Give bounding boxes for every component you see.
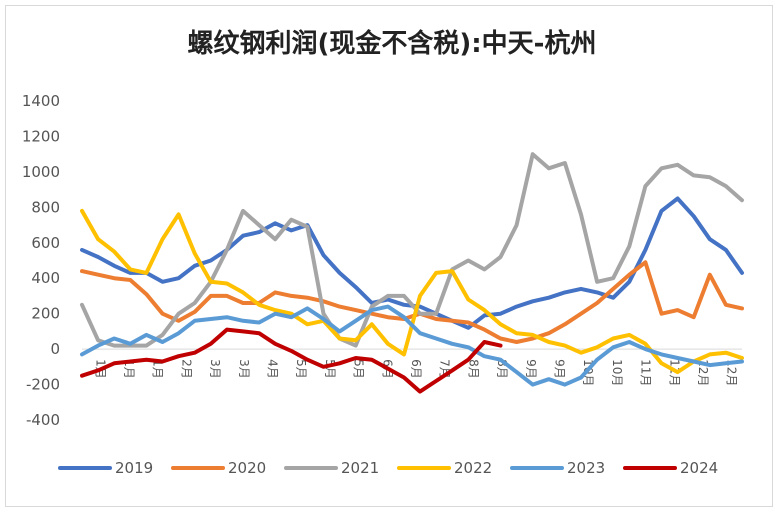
x-tick-label: 11月 <box>667 359 681 386</box>
y-axis: 1400 1200 1000 800 600 400 200 0 -200 -400 <box>22 92 60 429</box>
y-tick-label: 0 <box>50 340 60 358</box>
y-tick-label: 200 <box>31 305 60 323</box>
series-line-2023 <box>80 304 744 387</box>
legend-label-2023: 2023 <box>567 459 605 477</box>
chart-title: 螺纹钢利润(现金不含税):中天-杭州 <box>188 28 597 59</box>
x-axis: 1月 1月 1月 2月 3月 3月 4月 5月 5月 5月 6月 6月 7月 8月 8月 9月 9月 10月 10月… <box>82 348 742 386</box>
x-tick-label: 6月 <box>409 359 423 379</box>
series-line-2024 <box>80 327 503 394</box>
x-tick-label: 12月 <box>725 359 739 386</box>
y-tick-label: -400 <box>26 411 60 429</box>
legend-label-2020: 2020 <box>228 459 266 477</box>
chart-frame <box>5 5 773 507</box>
x-tick-label: 10月 <box>610 359 624 386</box>
y-tick-label: 800 <box>31 198 60 216</box>
legend: 2019 2020 2021 2022 2023 2024 <box>58 459 718 477</box>
x-tick-label: 3月 <box>237 359 251 379</box>
legend-label-2021: 2021 <box>341 459 379 477</box>
x-tick-label: 11月 <box>639 359 653 386</box>
series-line-2020 <box>80 260 744 344</box>
y-tick-label: 1000 <box>22 163 60 181</box>
x-tick-label: 3月 <box>208 359 222 379</box>
legend-label-2024: 2024 <box>680 459 718 477</box>
x-tick-label: 1月 <box>151 359 165 379</box>
x-tick-label: 5月 <box>352 359 366 379</box>
legend-label-2019: 2019 <box>115 459 153 477</box>
x-tick-label: 9月 <box>524 359 538 379</box>
x-tick-label: 9月 <box>552 359 566 379</box>
x-tick-label: 2月 <box>179 359 193 379</box>
legend-label-2022: 2022 <box>454 459 492 477</box>
y-tick-label: -200 <box>26 376 60 394</box>
y-tick-label: 1400 <box>22 92 60 110</box>
y-tick-label: 1200 <box>22 127 60 145</box>
x-tick-label: 5月 <box>323 359 337 379</box>
series-line-2021 <box>80 152 744 348</box>
y-tick-label: 400 <box>31 269 60 287</box>
y-tick-label: 600 <box>31 234 60 252</box>
x-tick-label: 4月 <box>266 359 280 379</box>
x-tick-label: 8月 <box>466 359 480 379</box>
series-lines <box>80 152 744 394</box>
x-tick-label: 5月 <box>294 359 308 379</box>
